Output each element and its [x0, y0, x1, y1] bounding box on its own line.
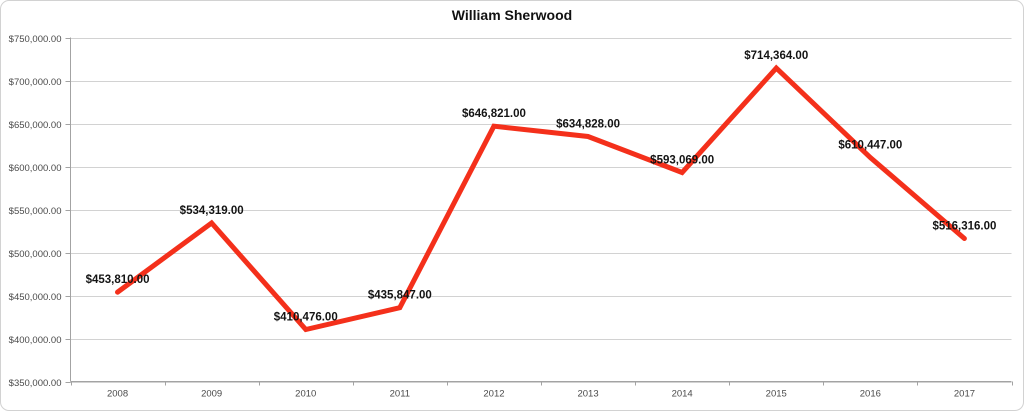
y-axis-tick-label: $750,000.00	[9, 34, 62, 45]
x-axis-tick-label: 2009	[201, 389, 222, 400]
data-label: $453,810.00	[86, 274, 150, 286]
x-axis-tick-label: 2015	[766, 389, 787, 400]
data-label: $610,447.00	[838, 140, 902, 152]
y-axis-tick-label: $450,000.00	[9, 292, 62, 303]
x-axis-tick-label: 2013	[577, 389, 598, 400]
series-line	[115, 64, 967, 333]
data-label: $714,364.00	[744, 50, 808, 62]
data-label: $646,821.00	[462, 108, 526, 120]
x-axis-tick-label: 2010	[295, 389, 316, 400]
y-axis-tick-label: $550,000.00	[9, 206, 62, 217]
chart-title: William Sherwood	[452, 7, 572, 23]
data-label: $634,828.00	[556, 119, 620, 131]
x-axis-tick-label: 2008	[107, 389, 128, 400]
y-axis-tick-label: $400,000.00	[9, 335, 62, 346]
y-axis-tick-label: $600,000.00	[9, 163, 62, 174]
x-axis-tick-label: 2016	[860, 389, 881, 400]
y-axis-tick-label: $700,000.00	[9, 77, 62, 88]
data-label: $593,069.00	[650, 154, 714, 166]
y-axis-tick-label: $650,000.00	[9, 120, 62, 131]
x-axis-tick-label: 2014	[672, 389, 693, 400]
data-label: $534,319.00	[180, 205, 244, 217]
x-axis-tick-label: 2012	[483, 389, 504, 400]
y-axis-tick-label: $500,000.00	[9, 249, 62, 260]
data-label: $516,316.00	[932, 220, 996, 232]
x-axis-tick-label: 2011	[390, 389, 410, 400]
x-axis-tick-label: 2017	[954, 389, 975, 400]
data-label: $410,476.00	[274, 311, 338, 323]
y-axis-tick-label: $350,000.00	[9, 378, 62, 389]
data-label: $435,847.00	[368, 290, 432, 302]
